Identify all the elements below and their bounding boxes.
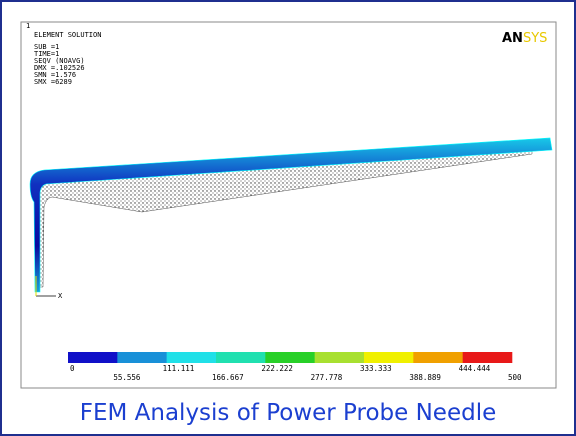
legend-label: 166.667 <box>212 373 244 382</box>
legend-label: 333.333 <box>360 364 392 373</box>
logo-part: SYS <box>523 31 547 46</box>
legend-swatch <box>364 352 414 363</box>
deformed-needle <box>29 137 553 293</box>
legend-swatch <box>166 352 217 363</box>
legend-label: 111.111 <box>163 364 195 373</box>
legend-swatch <box>314 352 365 363</box>
legend-label: 277.778 <box>311 373 343 382</box>
legend-label: 222.222 <box>261 364 293 373</box>
legend-label: 0 <box>70 364 75 373</box>
legend-label: 500 <box>508 373 522 382</box>
solution-title: ELEMENT SOLUTION <box>34 31 101 39</box>
info-line: SEQV (NOAVG) <box>34 57 85 65</box>
legend-label: 55.556 <box>113 373 141 382</box>
legend-swatch <box>462 352 513 363</box>
legend-swatch <box>68 352 118 363</box>
legend-label: 444.444 <box>459 364 491 373</box>
legend-swatch <box>117 352 167 363</box>
info-line: SMN =1.576 <box>34 71 76 79</box>
legend-swatch <box>413 352 463 363</box>
legend-label: 388.889 <box>409 373 441 382</box>
window-number: 1 <box>26 22 30 30</box>
info-line: DMX =.102526 <box>34 64 85 72</box>
x-axis-label: X <box>58 292 63 300</box>
legend-swatch <box>216 352 266 363</box>
logo-part: AN <box>502 31 523 46</box>
info-line: SUB =1 <box>34 43 59 51</box>
legend-swatch <box>265 352 315 363</box>
logo: ANSYS <box>502 31 547 46</box>
info-line: SMX =6289 <box>34 78 72 86</box>
caption: FEM Analysis of Power Probe Needle <box>80 400 497 426</box>
info-line: TIME=1 <box>34 50 59 58</box>
